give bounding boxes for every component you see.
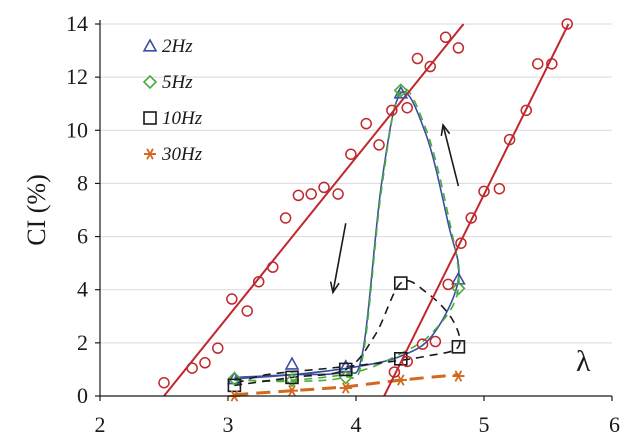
data-point — [226, 293, 238, 305]
data-point — [279, 212, 292, 224]
legend-marker — [142, 74, 158, 90]
data-point — [478, 185, 490, 198]
data-point — [292, 189, 305, 202]
trend-line — [163, 23, 465, 397]
legend: 2Hz 5Hz 10Hz 30Hz — [142, 36, 203, 165]
y-tick-label: 14 — [66, 11, 88, 36]
data-point — [424, 60, 436, 73]
data-point — [442, 278, 454, 291]
data-point — [227, 371, 242, 385]
data-point — [401, 101, 413, 114]
data-point — [388, 366, 401, 378]
data-point — [451, 271, 466, 285]
data-point — [503, 133, 516, 146]
data-point — [227, 371, 242, 386]
data-point — [252, 275, 265, 288]
data-point — [439, 31, 452, 44]
data-point — [386, 104, 398, 117]
data-point — [452, 370, 465, 382]
lambda-annotation: λ — [576, 345, 591, 378]
data-point — [199, 357, 211, 369]
y-tick-label: 10 — [66, 117, 88, 142]
y-axis-label: CI (%) — [22, 174, 51, 245]
data-point — [339, 382, 352, 394]
legend-label: 10Hz — [162, 108, 203, 129]
data-point — [373, 139, 385, 151]
data-point — [360, 117, 372, 130]
arrow — [329, 223, 347, 295]
data-point — [393, 351, 408, 366]
x-tick-label: 4 — [351, 412, 362, 435]
data-point — [227, 378, 242, 393]
data-point — [345, 148, 357, 160]
data-point — [532, 58, 544, 70]
data-point — [285, 370, 299, 385]
data-point — [158, 376, 170, 389]
y-tick-label: 12 — [66, 64, 88, 89]
data-point — [318, 181, 330, 194]
data-point — [451, 340, 466, 354]
data-point — [286, 385, 298, 397]
data-point — [493, 182, 506, 195]
data-point — [451, 281, 466, 296]
data-point — [455, 237, 467, 249]
data-point — [186, 362, 198, 374]
trend-line — [383, 23, 570, 397]
data-point — [394, 374, 407, 386]
hysteresis-curve — [234, 90, 460, 380]
y-tick-label: 8 — [77, 170, 88, 195]
x-tick-label: 2 — [95, 412, 106, 435]
data-point — [465, 212, 477, 224]
x-tick-label: 6 — [609, 412, 620, 435]
data-point — [241, 305, 253, 317]
y-tick-label: 2 — [77, 330, 88, 355]
data-point — [429, 335, 442, 348]
data-point — [332, 188, 344, 200]
direction-arrows — [329, 122, 460, 295]
data-point — [416, 338, 429, 350]
trend-lines — [163, 23, 570, 397]
legend-marker — [142, 38, 158, 52]
data-point — [411, 52, 424, 65]
arrow — [440, 122, 460, 187]
data-point — [546, 58, 558, 70]
legend-marker — [143, 111, 157, 125]
data-point — [561, 18, 573, 30]
gridlines — [100, 23, 612, 344]
data-point — [212, 342, 224, 354]
data-point — [393, 83, 408, 98]
y-tick-label: 4 — [77, 277, 88, 302]
x-tick-label: 3 — [223, 412, 234, 435]
legend-label: 5Hz — [162, 72, 193, 93]
data-points — [158, 18, 573, 402]
data-point — [338, 362, 353, 377]
data-point — [284, 372, 300, 388]
data-point — [452, 42, 465, 54]
legend-label: 2Hz — [162, 36, 193, 57]
hysteresis-curve — [234, 373, 459, 397]
legend-marker — [144, 148, 156, 160]
data-point — [393, 276, 408, 290]
data-point — [267, 261, 279, 273]
legend-label: 30Hz — [161, 144, 203, 165]
data-point — [520, 104, 532, 117]
y-tick-label: 6 — [77, 224, 88, 249]
data-point — [305, 188, 317, 200]
data-point — [401, 355, 413, 368]
y-tick-label: 0 — [77, 383, 88, 408]
hysteresis-curve — [234, 87, 460, 383]
hysteresis-curve — [234, 279, 461, 387]
hysteresis-curves — [234, 87, 461, 397]
data-point — [284, 356, 300, 370]
x-tick-label: 5 — [479, 412, 490, 435]
axes — [95, 20, 613, 401]
